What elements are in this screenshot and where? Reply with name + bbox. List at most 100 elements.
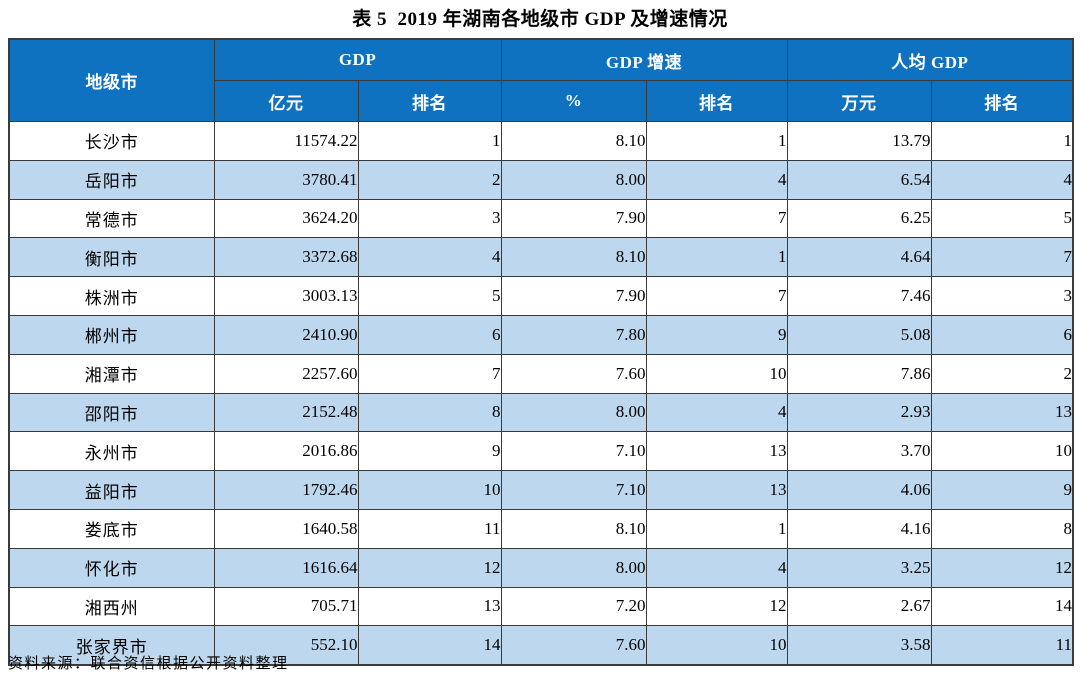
cell-growth-rank: 1 [645,121,788,161]
cell-growth-value: 7.80 [500,314,647,355]
cell-growth-rank: 12 [645,586,788,627]
cell-growth-rank: 4 [645,547,788,588]
cell-growth-rank: 7 [645,276,788,316]
table-row: 长沙市 11574.22 1 8.10 1 13.79 1 [8,121,1074,161]
cell-per-capita-rank: 11 [930,625,1074,666]
cell-gdp-value: 1616.64 [213,547,359,588]
cell-gdp-value: 3780.41 [213,159,359,200]
cell-growth-rank: 10 [645,625,788,666]
table-row: 邵阳市 2152.48 8 8.00 4 2.93 13 [8,392,1074,433]
table-row: 郴州市 2410.90 6 7.80 9 5.08 6 [8,314,1074,355]
cell-gdp-rank: 4 [357,237,502,278]
cell-gdp-rank: 5 [357,276,502,316]
header-group-growth: GDP 增速 [500,38,788,81]
header-per-capita-unit: 万元 [786,80,932,122]
cell-gdp-rank: 11 [357,508,502,549]
header-growth-rank: 排名 [645,80,788,122]
table-row: 益阳市 1792.46 10 7.10 13 4.06 9 [8,470,1074,510]
cell-city: 株洲市 [8,276,215,316]
cell-per-capita-rank: 9 [930,470,1074,510]
cell-growth-value: 7.60 [500,353,647,394]
table-title: 表 5 2019 年湖南各地级市 GDP 及增速情况 [352,9,728,30]
cell-gdp-rank: 1 [357,121,502,161]
gdp-table: 地级市 GDP GDP 增速 人均 GDP 亿元 排名 % 排名 万元 排名 长… [8,38,1075,667]
header-group-gdp: GDP [213,38,502,81]
cell-per-capita-value: 3.70 [786,431,932,472]
cell-growth-rank: 10 [645,353,788,394]
cell-growth-value: 8.00 [500,159,647,200]
cell-gdp-rank: 6 [357,314,502,355]
cell-per-capita-value: 3.58 [786,625,932,666]
cell-per-capita-rank: 5 [930,198,1074,239]
cell-per-capita-value: 7.86 [786,353,932,394]
cell-growth-value: 7.20 [500,586,647,627]
cell-growth-rank: 4 [645,392,788,433]
cell-per-capita-value: 13.79 [786,121,932,161]
cell-gdp-rank: 7 [357,353,502,394]
cell-gdp-value: 1640.58 [213,508,359,549]
cell-growth-value: 8.10 [500,237,647,278]
cell-city: 湘潭市 [8,353,215,394]
cell-city: 长沙市 [8,121,215,161]
cell-city: 张家界市 [8,625,215,666]
cell-growth-value: 7.10 [500,431,647,472]
header-sub-row: 亿元 排名 % 排名 万元 排名 [9,80,1074,122]
cell-per-capita-value: 6.25 [786,198,932,239]
cell-growth-rank: 13 [645,431,788,472]
header-group-per-capita: 人均 GDP [786,38,1074,81]
cell-city: 岳阳市 [8,159,215,200]
cell-growth-rank: 1 [645,237,788,278]
table-row: 湘西州 705.71 13 7.20 12 2.67 14 [8,586,1074,627]
table-row: 衡阳市 3372.68 4 8.10 1 4.64 7 [8,237,1074,278]
cell-gdp-rank: 3 [357,198,502,239]
cell-per-capita-rank: 6 [930,314,1074,355]
table-row: 湘潭市 2257.60 7 7.60 10 7.86 2 [8,353,1074,394]
cell-gdp-value: 3003.13 [213,276,359,316]
cell-per-capita-value: 5.08 [786,314,932,355]
cell-growth-rank: 9 [645,314,788,355]
header-per-capita-rank: 排名 [930,80,1074,122]
cell-growth-value: 7.90 [500,276,647,316]
cell-per-capita-rank: 10 [930,431,1074,472]
cell-gdp-value: 3624.20 [213,198,359,239]
cell-per-capita-rank: 1 [930,121,1074,161]
table-row: 常德市 3624.20 3 7.90 7 6.25 5 [8,198,1074,239]
cell-per-capita-value: 2.93 [786,392,932,433]
cell-per-capita-value: 6.54 [786,159,932,200]
cell-gdp-value: 705.71 [213,586,359,627]
cell-gdp-rank: 12 [357,547,502,588]
header-group-row: 地级市 GDP GDP 增速 人均 GDP [8,38,1074,122]
table-header: 地级市 GDP GDP 增速 人均 GDP 亿元 排名 % 排名 万元 排名 [8,38,1074,122]
cell-gdp-rank: 2 [357,159,502,200]
cell-gdp-value: 2410.90 [213,314,359,355]
cell-per-capita-value: 4.64 [786,237,932,278]
table-row: 娄底市 1640.58 11 8.10 1 4.16 8 [8,508,1074,549]
cell-growth-value: 7.90 [500,198,647,239]
cell-gdp-rank: 10 [357,470,502,510]
cell-growth-rank: 13 [645,470,788,510]
table-row: 张家界市 552.10 14 7.60 10 3.58 11 [8,625,1074,666]
header-growth-unit: % [500,80,647,122]
table-row: 株洲市 3003.13 5 7.90 7 7.46 3 [8,276,1074,316]
cell-per-capita-value: 4.16 [786,508,932,549]
cell-city: 常德市 [8,198,215,239]
cell-per-capita-rank: 13 [930,392,1074,433]
cell-per-capita-value: 3.25 [786,547,932,588]
cell-gdp-rank: 9 [357,431,502,472]
cell-per-capita-value: 7.46 [786,276,932,316]
cell-gdp-rank: 14 [357,625,502,666]
cell-city: 湘西州 [8,586,215,627]
cell-growth-rank: 1 [645,508,788,549]
header-city: 地级市 [8,38,215,122]
cell-city: 永州市 [8,431,215,472]
cell-growth-value: 8.10 [500,508,647,549]
cell-gdp-value: 11574.22 [213,121,359,161]
cell-city: 益阳市 [8,470,215,510]
table-row: 永州市 2016.86 9 7.10 13 3.70 10 [8,431,1074,472]
cell-per-capita-rank: 2 [930,353,1074,394]
cell-gdp-rank: 8 [357,392,502,433]
table-row: 岳阳市 3780.41 2 8.00 4 6.54 4 [8,159,1074,200]
table-body: 长沙市 11574.22 1 8.10 1 13.79 1 岳阳市 3780.41 2 8.00 4 6… [8,121,1074,666]
cell-per-capita-rank: 3 [930,276,1074,316]
cell-gdp-value: 2257.60 [213,353,359,394]
